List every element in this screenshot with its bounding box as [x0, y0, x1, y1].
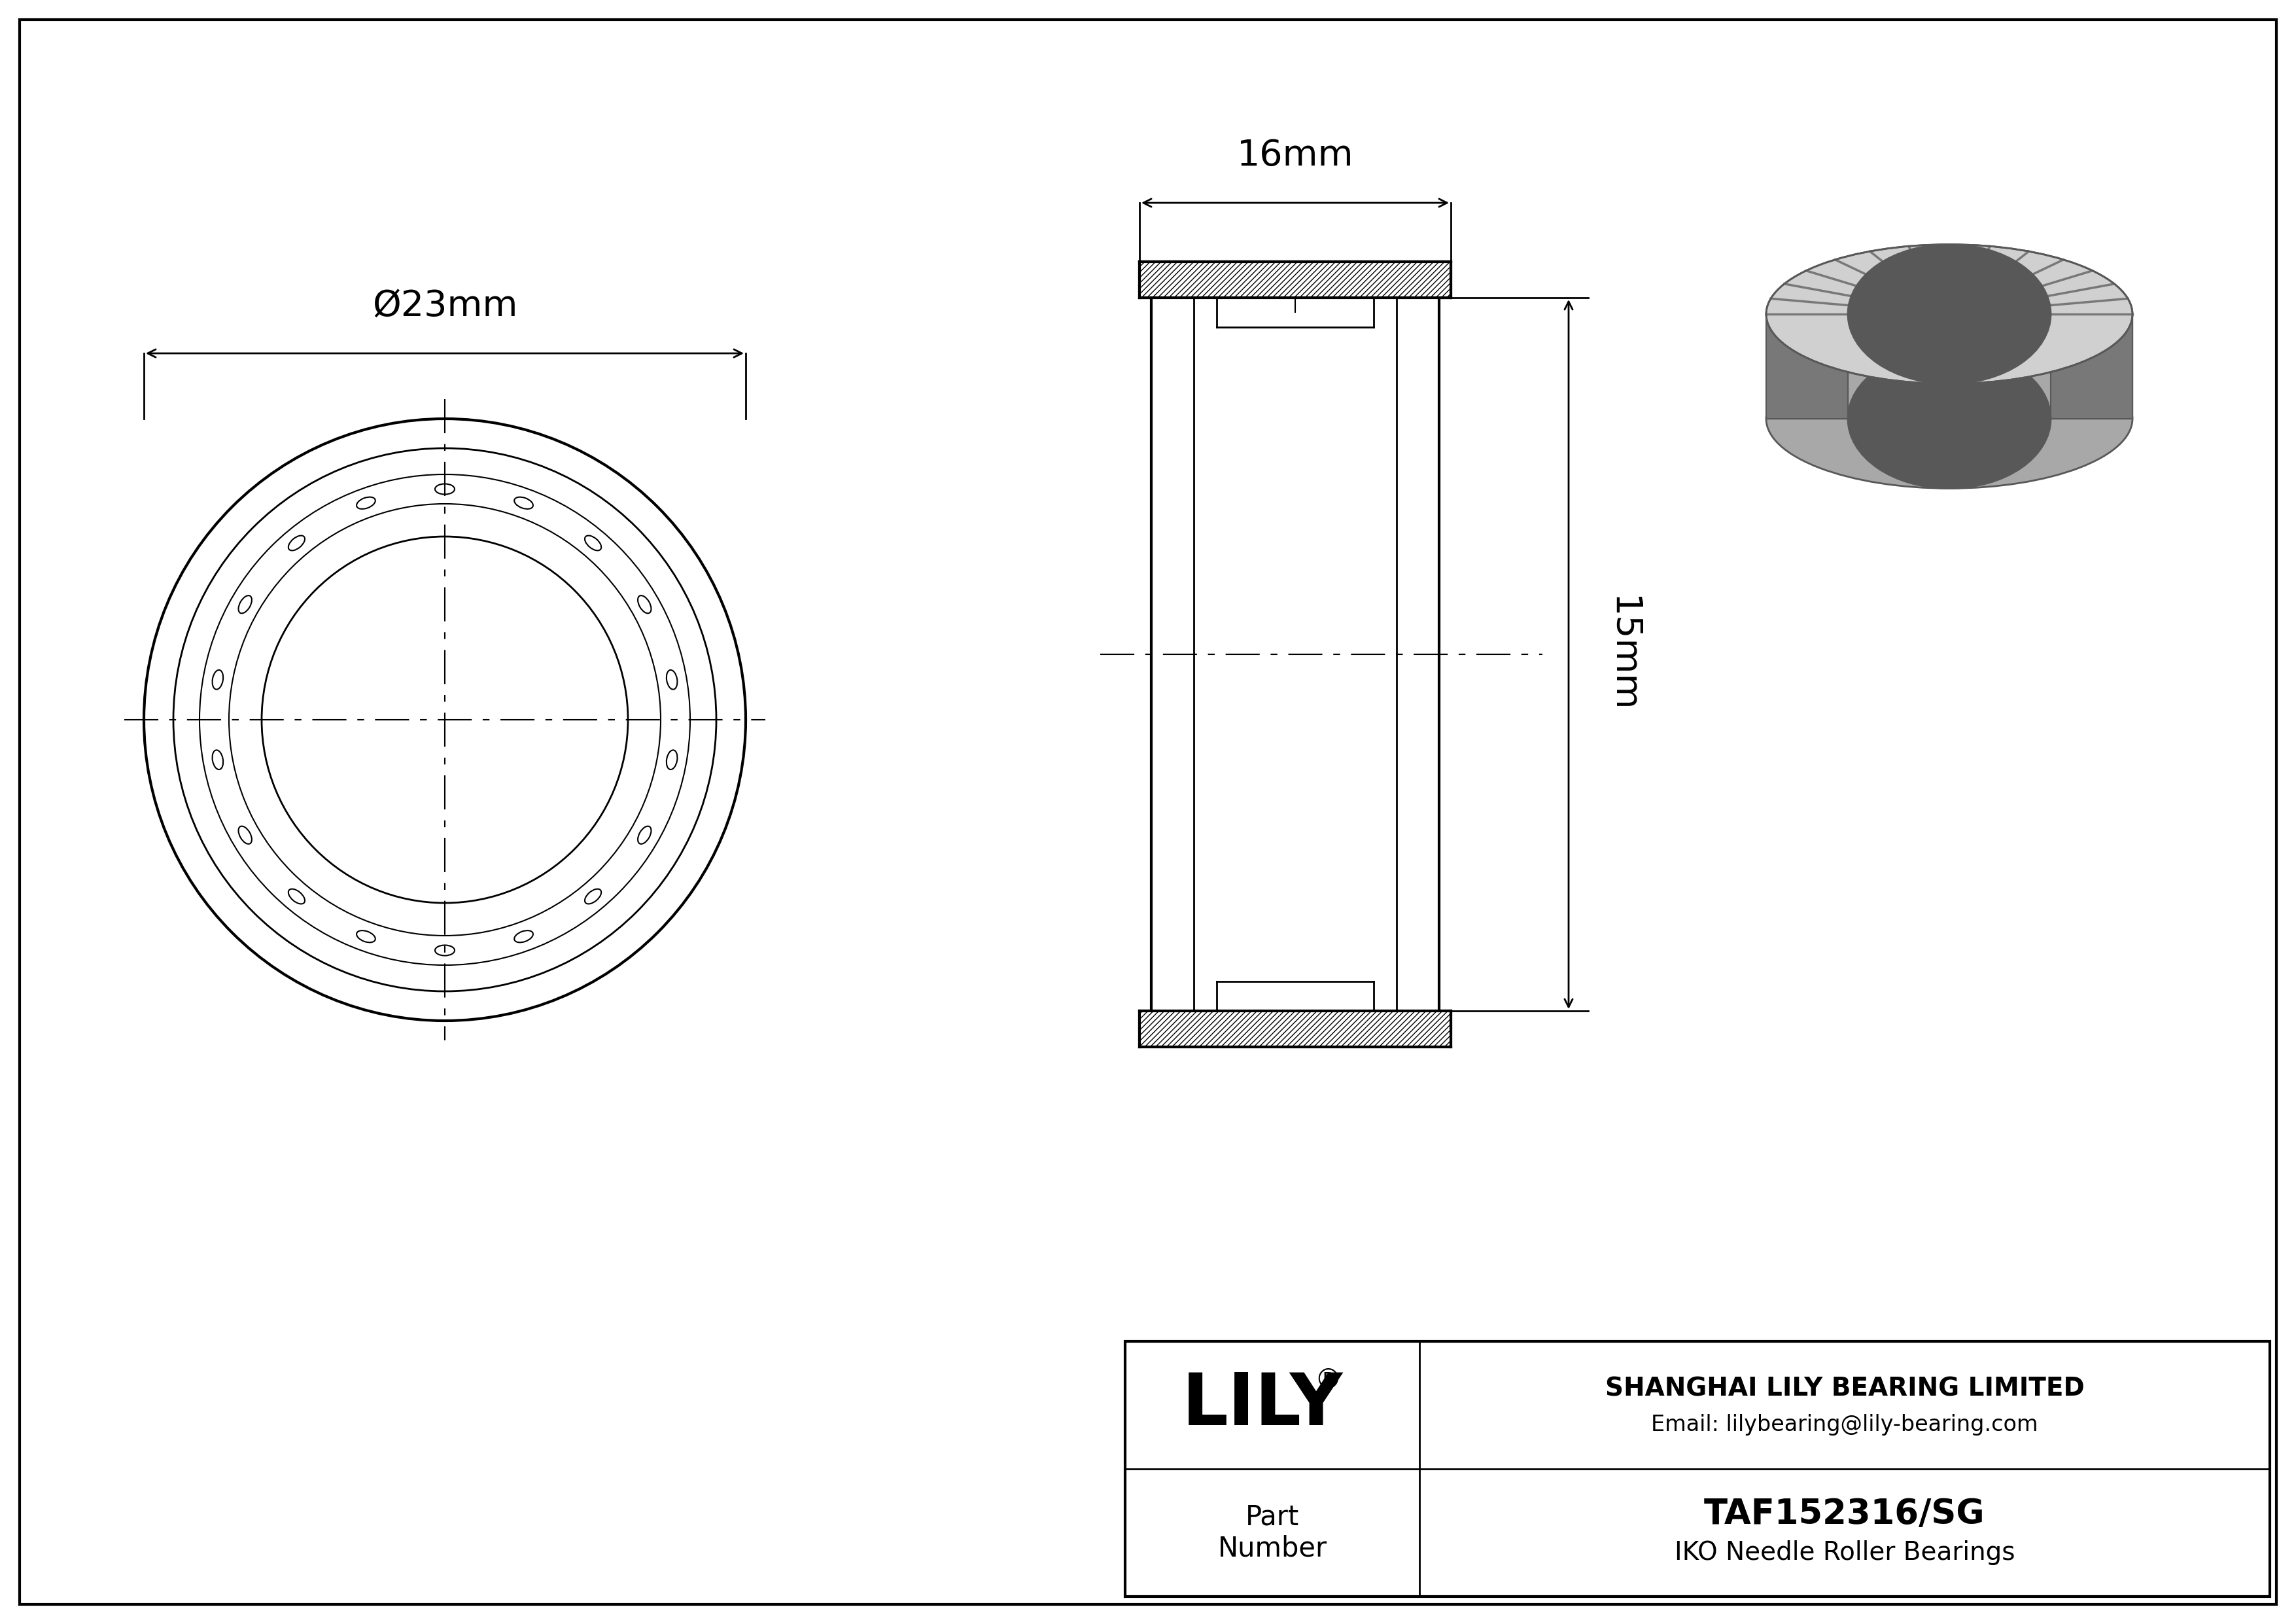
- Text: ®: ®: [1313, 1366, 1341, 1393]
- Ellipse shape: [1766, 349, 2133, 489]
- Ellipse shape: [1848, 245, 2050, 383]
- Text: 16mm: 16mm: [1238, 138, 1355, 174]
- Text: 15mm: 15mm: [1605, 596, 1639, 713]
- Text: IKO Needle Roller Bearings: IKO Needle Roller Bearings: [1674, 1540, 2016, 1566]
- Text: TAF152316/SG: TAF152316/SG: [1704, 1497, 1986, 1531]
- Bar: [1139, 261, 1451, 297]
- Text: LILY: LILY: [1182, 1371, 1343, 1440]
- Bar: [1125, 1341, 2271, 1596]
- Ellipse shape: [1766, 245, 2133, 383]
- Polygon shape: [2050, 313, 2133, 419]
- Text: SHANGHAI LILY BEARING LIMITED: SHANGHAI LILY BEARING LIMITED: [1605, 1377, 2085, 1402]
- Text: Email: lilybearing@lily-bearing.com: Email: lilybearing@lily-bearing.com: [1651, 1415, 2039, 1436]
- Ellipse shape: [1848, 349, 2050, 489]
- Text: Ø23mm: Ø23mm: [372, 289, 517, 323]
- Bar: [1139, 1010, 1451, 1047]
- Text: Part
Number: Part Number: [1217, 1504, 1327, 1562]
- Polygon shape: [1766, 313, 1848, 419]
